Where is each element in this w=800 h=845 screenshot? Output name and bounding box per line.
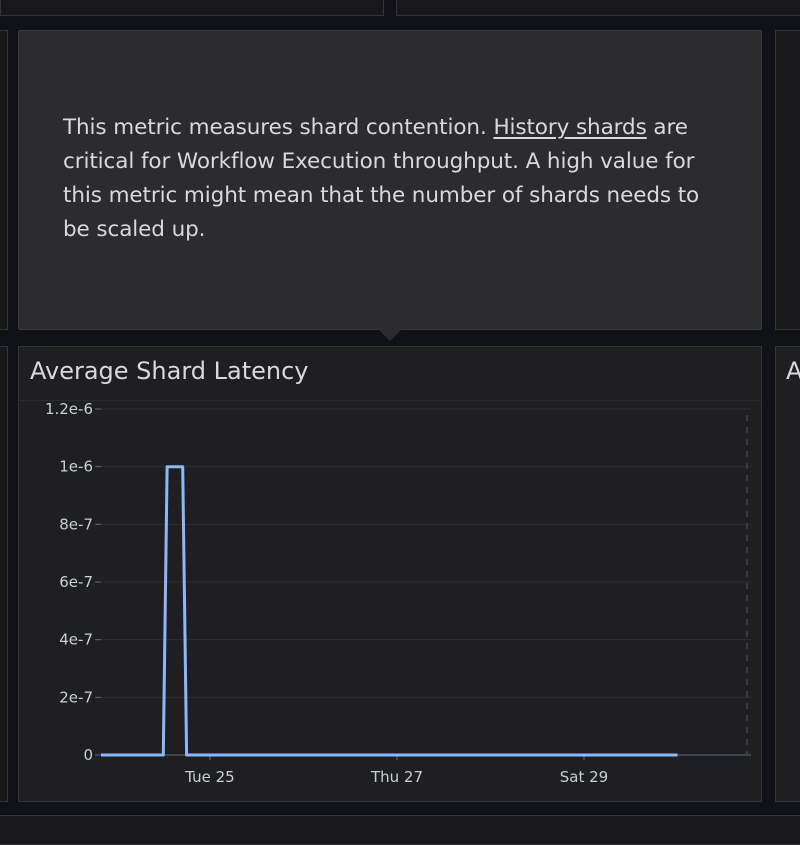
- panel-header-divider: [19, 400, 761, 401]
- right-edge-panel: [775, 30, 800, 330]
- y-tick-label: 4e-7: [59, 631, 93, 649]
- top-left-panel: [0, 0, 384, 16]
- x-tick-label: Tue 25: [184, 768, 234, 786]
- x-tick-label: Sat 29: [560, 768, 608, 786]
- y-tick-label: 8e-7: [59, 515, 93, 533]
- series-line: [101, 465, 678, 757]
- right-panel-title: A: [786, 357, 800, 385]
- bottom-panel: [0, 815, 800, 845]
- left-edge-panel: [0, 30, 8, 330]
- description-tooltip: This metric measures shard contention. H…: [18, 30, 762, 330]
- y-tick-label: 0: [83, 746, 93, 764]
- y-tick-label: 1.2e-6: [45, 400, 93, 418]
- history-shards-link[interactable]: History shards: [493, 115, 647, 140]
- left-edge-panel-lower: [0, 346, 8, 802]
- tooltip-text-start: This metric measures shard contention.: [63, 115, 494, 140]
- y-tick-label: 1e-6: [59, 458, 93, 476]
- right-chart-panel: A: [775, 346, 800, 802]
- y-tick-label: 6e-7: [59, 573, 93, 591]
- average-shard-latency-panel[interactable]: Average Shard Latency 1.2e-6 1e-6 8e-7 6e-7…: [18, 346, 762, 802]
- y-tick-label: 2e-7: [59, 688, 93, 706]
- top-right-panel: [396, 0, 800, 16]
- latency-chart[interactable]: 1.2e-6 1e-6 8e-7 6e-7 4e-7 2e-7 0 Tue 25 Thu 27 S…: [19, 347, 763, 803]
- tooltip-text: This metric measures shard contention. H…: [63, 111, 713, 247]
- tooltip-text-end: are critical for Workflow Execution thro…: [63, 115, 700, 242]
- panel-title[interactable]: Average Shard Latency: [30, 357, 309, 385]
- x-tick-label: Thu 27: [370, 768, 423, 786]
- tooltip-arrow: [378, 329, 402, 341]
